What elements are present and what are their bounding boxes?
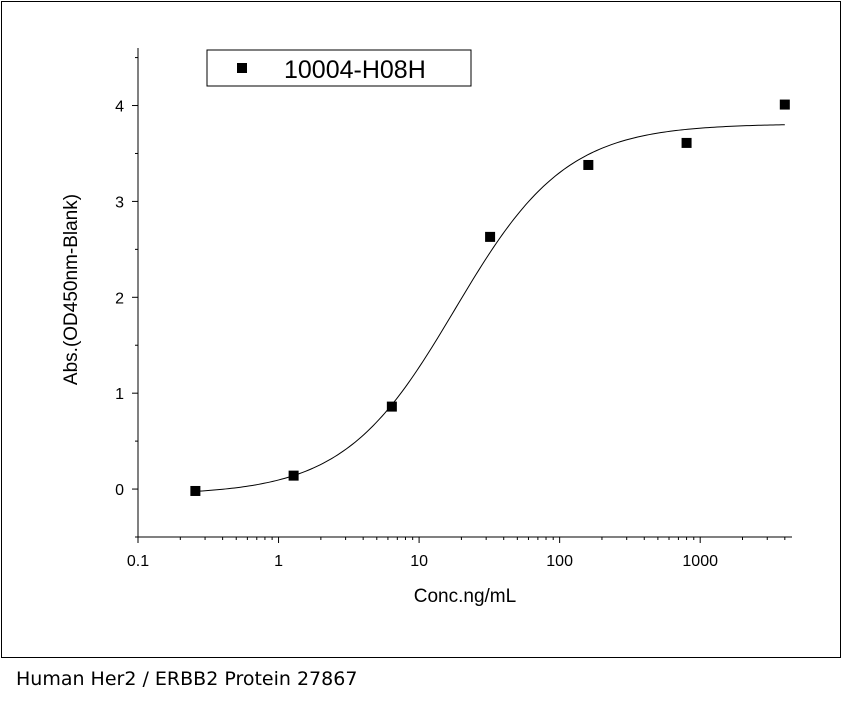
x-tick-label: 1	[274, 553, 283, 570]
plot-area: 0.1 1 10 100 1000 0 1 2 3 4	[115, 48, 792, 570]
legend-label: 10004-H08H	[284, 56, 426, 84]
y-tick-label: 3	[115, 194, 124, 211]
x-ticks: 0.1 1 10 100 1000	[127, 537, 786, 570]
data-point	[190, 485, 201, 496]
data-point	[288, 470, 299, 481]
y-tick-label: 2	[115, 290, 124, 307]
x-tick-label: 0.1	[127, 553, 149, 570]
y-tick-label: 4	[115, 99, 124, 116]
y-axis-title: Abs.(OD450nm-Blank)	[61, 194, 82, 385]
y-ticks: 0 1 2 3 4	[115, 57, 138, 538]
data-point	[583, 159, 594, 170]
legend-marker	[237, 63, 247, 73]
data-point	[386, 401, 397, 412]
y-tick-label: 1	[115, 386, 124, 403]
legend: 10004-H08H	[206, 49, 472, 87]
figure-caption: Human Her2 / ERBB2 Protein 27867	[16, 668, 358, 690]
x-tick-label: 10	[410, 553, 428, 570]
fit-curve	[196, 124, 785, 492]
x-tick-label: 100	[546, 553, 573, 570]
x-axis-title: Conc.ng/mL	[414, 586, 516, 607]
legend-box	[206, 49, 472, 87]
y-tick-label: 0	[115, 482, 124, 499]
data-point	[485, 231, 496, 242]
x-tick-label: 1000	[682, 553, 718, 570]
data-point	[779, 99, 790, 110]
data-points	[190, 99, 790, 496]
figure-frame	[1, 1, 841, 658]
chart: 0.1 1 10 100 1000 0 1 2 3 4 Conc.ng/mL Abs.(OD45…	[61, 48, 792, 607]
data-point	[681, 137, 692, 148]
